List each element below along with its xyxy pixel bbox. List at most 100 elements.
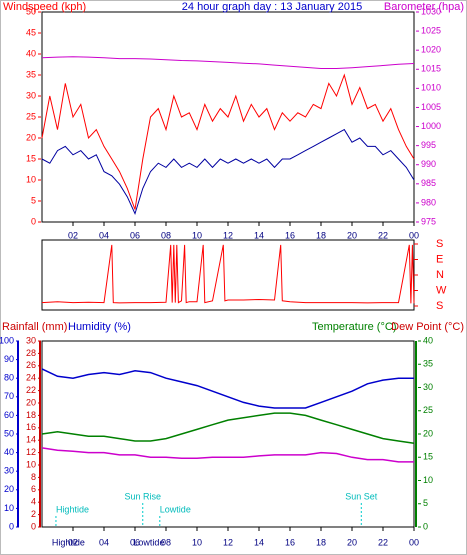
- x-tick-label: 20: [347, 537, 357, 547]
- y-tick-label: 20: [4, 484, 14, 494]
- y-tick-label: 15: [26, 153, 36, 163]
- annotation: Sun Set: [345, 491, 378, 501]
- x-tick-label: 22: [378, 230, 388, 240]
- x-tick-label: 06: [130, 230, 140, 240]
- x-tick-label: 08: [161, 230, 171, 240]
- y-tick-label: 22: [26, 385, 36, 395]
- y-tick-label: 6: [31, 484, 36, 494]
- y-tick-label: 24: [26, 373, 36, 383]
- y-tick-label: 0: [31, 521, 36, 531]
- line: [41, 412, 415, 445]
- x-tick-label: 02: [68, 230, 78, 240]
- y-tick-label: 10: [423, 475, 433, 485]
- y-tick-label: 100: [0, 335, 14, 345]
- y-tick-label: 18: [26, 410, 36, 420]
- x-tick-label: 06: [130, 537, 140, 547]
- y-tick-label: 60: [4, 410, 14, 420]
- y-tick-label: 980: [421, 197, 436, 207]
- line: [41, 368, 414, 409]
- y-tick-label: 0: [9, 521, 14, 531]
- y-tick-label: 1010: [421, 83, 441, 93]
- y-tick-label: 5: [31, 195, 36, 205]
- y-tick-label: 16: [26, 422, 36, 432]
- y-tick-label: 40: [26, 48, 36, 58]
- y-tick-label: 30: [423, 382, 433, 392]
- y-tick-label: N: [436, 269, 444, 281]
- y-tick-label: 35: [423, 359, 433, 369]
- y-tick-label: 1015: [421, 64, 441, 74]
- x-tick-label: 04: [99, 230, 109, 240]
- y-tick-label: 40: [423, 335, 433, 345]
- direction-plot-area: [41, 239, 415, 311]
- y-tick-label: 30: [26, 335, 36, 345]
- dewpoint-label: Dew Point (°C): [391, 321, 464, 333]
- x-tick-label: 20: [347, 230, 357, 240]
- line: [41, 73, 415, 210]
- y-tick-label: S: [436, 238, 443, 250]
- y-tick-label: 4: [31, 497, 36, 507]
- y-tick-label: 975: [421, 216, 436, 226]
- y-tick-label: 14: [26, 435, 36, 445]
- y-tick-label: 0: [423, 521, 428, 531]
- y-tick-label: 10: [4, 503, 14, 513]
- y-tick-label: 1030: [421, 6, 441, 16]
- y-tick-label: 5: [423, 498, 428, 508]
- wind-axis-label: Windspeed (kph): [3, 1, 86, 13]
- y-tick-label: 8: [31, 472, 36, 482]
- y-tick-label: 985: [421, 178, 436, 188]
- x-tick-label: 12: [223, 230, 233, 240]
- y-tick-label: 0: [31, 216, 36, 226]
- title: 24 hour graph day : 13 January 2015: [182, 1, 362, 13]
- y-tick-label: 25: [423, 405, 433, 415]
- y-tick-label: 1000: [421, 121, 441, 131]
- y-tick-label: 80: [4, 373, 14, 383]
- y-tick-label: 50: [4, 428, 14, 438]
- y-tick-label: 28: [26, 348, 36, 358]
- y-tick-label: 995: [421, 140, 436, 150]
- y-tick-label: 10: [26, 174, 36, 184]
- x-tick-label: 22: [378, 537, 388, 547]
- y-tick-label: 30: [4, 466, 14, 476]
- y-tick-label: S: [436, 300, 443, 312]
- y-tick-label: 70: [4, 391, 14, 401]
- x-tick-label: 16: [285, 230, 295, 240]
- annotation: Lowtide: [160, 504, 191, 514]
- line: [41, 244, 415, 304]
- annotation: Hightide: [56, 504, 89, 514]
- y-tick-label: 15: [423, 452, 433, 462]
- y-tick-label: 20: [26, 132, 36, 142]
- humidity-axis-label: Humidity (%): [68, 321, 131, 333]
- y-tick-label: 1020: [421, 45, 441, 55]
- x-tick-label: 18: [316, 537, 326, 547]
- temp-axis-label: Temperature (°C): [312, 321, 396, 333]
- line: [41, 447, 414, 463]
- y-tick-label: 990: [421, 159, 436, 169]
- y-tick-label: 20: [26, 397, 36, 407]
- y-tick-label: 1005: [421, 102, 441, 112]
- barometer-axis-label: Barometer (hpa): [384, 1, 464, 13]
- y-tick-label: 1025: [421, 25, 441, 35]
- y-tick-label: 25: [26, 111, 36, 121]
- x-tick-label: 18: [316, 230, 326, 240]
- y-tick-label: 40: [4, 447, 14, 457]
- x-tick-label: 10: [192, 537, 202, 547]
- x-tick-label: 16: [285, 537, 295, 547]
- annotation: Sun Rise: [124, 491, 161, 501]
- x-tick-label: 10: [192, 230, 202, 240]
- y-tick-label: 50: [26, 6, 36, 16]
- x-tick-label: 00: [409, 230, 419, 240]
- y-tick-label: 45: [26, 27, 36, 37]
- x-tick-label: 12: [223, 537, 233, 547]
- y-tick-label: 30: [26, 90, 36, 100]
- rain-axis-label: Rainfall (mm): [2, 321, 67, 333]
- y-tick-label: 90: [4, 354, 14, 364]
- y-tick-label: 2: [31, 509, 36, 519]
- line: [41, 128, 415, 215]
- y-tick-label: W: [436, 284, 447, 296]
- tide-label: Lowtide: [133, 537, 164, 547]
- y-tick-label: 35: [26, 69, 36, 79]
- x-tick-label: 08: [161, 537, 171, 547]
- x-tick-label: 14: [254, 537, 264, 547]
- line: [41, 56, 415, 69]
